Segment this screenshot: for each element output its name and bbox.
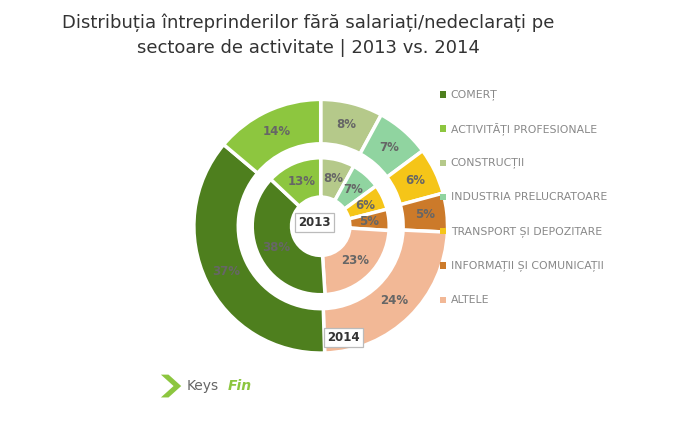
Text: CONSTRUCȚII: CONSTRUCȚII (451, 157, 525, 168)
Text: TRANSPORT ȘI DEPOZITARE: TRANSPORT ȘI DEPOZITARE (451, 226, 602, 237)
Wedge shape (271, 158, 321, 206)
Bar (440, 125, 447, 132)
Text: 7%: 7% (343, 183, 363, 196)
Text: 6%: 6% (405, 174, 425, 187)
Wedge shape (323, 230, 447, 353)
Text: Keys: Keys (186, 379, 218, 393)
Text: INDUSTRIA PRELUCRATOARE: INDUSTRIA PRELUCRATOARE (451, 192, 607, 202)
Text: 38%: 38% (262, 241, 290, 254)
Wedge shape (344, 186, 387, 219)
Bar (440, 194, 447, 200)
Bar (440, 297, 447, 303)
Text: 24%: 24% (380, 294, 408, 307)
Wedge shape (335, 166, 376, 209)
Wedge shape (349, 209, 389, 231)
Text: Distribuția întreprinderilor fără salariați/nedeclarați pe
sectoare de activitat: Distribuția întreprinderilor fără salari… (62, 13, 554, 57)
Text: 8%: 8% (337, 118, 356, 131)
Wedge shape (360, 115, 423, 177)
Text: COMERȚ: COMERȚ (451, 89, 498, 100)
Text: 2013: 2013 (298, 216, 330, 229)
Text: 7%: 7% (379, 141, 399, 154)
Text: 14%: 14% (262, 125, 290, 138)
Wedge shape (387, 151, 443, 205)
Bar (440, 159, 447, 166)
Text: 37%: 37% (213, 265, 241, 278)
Wedge shape (323, 228, 389, 295)
Bar (440, 228, 447, 234)
Text: INFORMAȚII ȘI COMUNICAȚII: INFORMAȚII ȘI COMUNICAȚII (451, 260, 603, 271)
Wedge shape (321, 99, 382, 154)
Text: 5%: 5% (359, 215, 379, 228)
Text: 23%: 23% (341, 254, 369, 267)
Text: 5%: 5% (414, 208, 435, 221)
Wedge shape (321, 158, 354, 201)
Bar (440, 91, 447, 98)
Wedge shape (252, 179, 325, 295)
Wedge shape (224, 99, 321, 173)
Text: 13%: 13% (287, 175, 315, 188)
Wedge shape (400, 193, 447, 232)
Wedge shape (194, 145, 325, 353)
Bar (440, 263, 447, 269)
Text: 8%: 8% (323, 172, 343, 185)
Text: ALTELE: ALTELE (451, 295, 489, 305)
Circle shape (291, 197, 350, 255)
Text: 6%: 6% (355, 199, 375, 212)
Text: Fin: Fin (228, 379, 252, 393)
Polygon shape (161, 375, 181, 397)
Text: 2014: 2014 (327, 331, 360, 344)
Text: ACTIVITĂȚI PROFESIONALE: ACTIVITĂȚI PROFESIONALE (451, 122, 597, 135)
